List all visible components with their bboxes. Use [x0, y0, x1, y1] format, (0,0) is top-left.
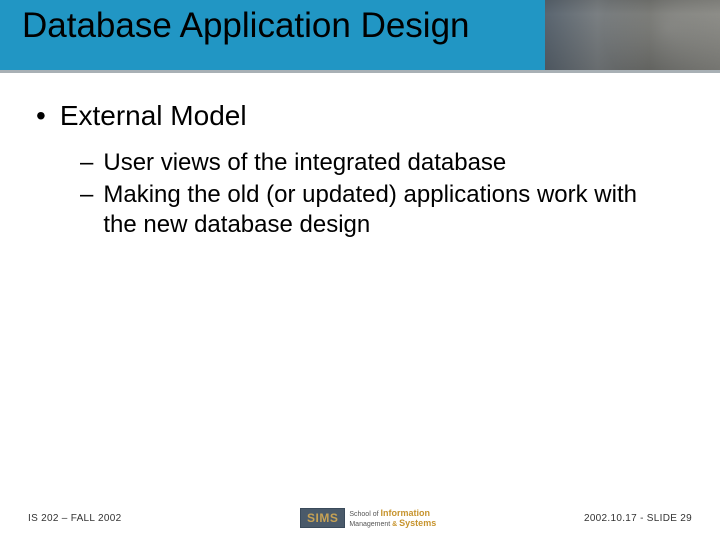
title-underline — [0, 70, 720, 73]
sims-big: Information — [380, 508, 430, 518]
bullet-marker: – — [80, 180, 93, 210]
slide-body: • External Model – User views of the int… — [36, 98, 690, 242]
title-band: Database Application Design — [0, 0, 720, 70]
title-band-left: Database Application Design — [0, 0, 545, 70]
footer-course: IS 202 – FALL 2002 — [28, 513, 121, 524]
footer-logo: SIMS School of Information Management & … — [300, 508, 436, 528]
sims-line2: Management & Systems — [349, 519, 436, 528]
bullet-text: External Model — [60, 98, 247, 134]
footer-date-slide: 2002.10.17 - SLIDE 29 — [584, 513, 692, 524]
bullet-marker: – — [80, 148, 93, 178]
bullet-text: Making the old (or updated) applications… — [103, 180, 673, 240]
sims-logo-mark: SIMS — [300, 508, 345, 528]
bullet-marker: • — [36, 98, 46, 134]
sims-small: School of — [349, 511, 378, 518]
sims-line1: School of Information — [349, 509, 436, 518]
sims-amp: & — [392, 521, 397, 528]
bullet-text: User views of the integrated database — [103, 148, 506, 178]
slide-footer: IS 202 – FALL 2002 SIMS School of Inform… — [0, 506, 720, 530]
bullet-level2: – Making the old (or updated) applicatio… — [80, 180, 690, 240]
sims-big: Systems — [399, 518, 436, 528]
slide-title: Database Application Design — [22, 6, 470, 46]
bullet-level1: • External Model — [36, 98, 690, 134]
sims-logo-text: School of Information Management & Syste… — [349, 509, 436, 528]
bullet-level2: – User views of the integrated database — [80, 148, 690, 178]
sims-small: Management — [349, 521, 390, 528]
title-band-photo — [545, 0, 720, 70]
